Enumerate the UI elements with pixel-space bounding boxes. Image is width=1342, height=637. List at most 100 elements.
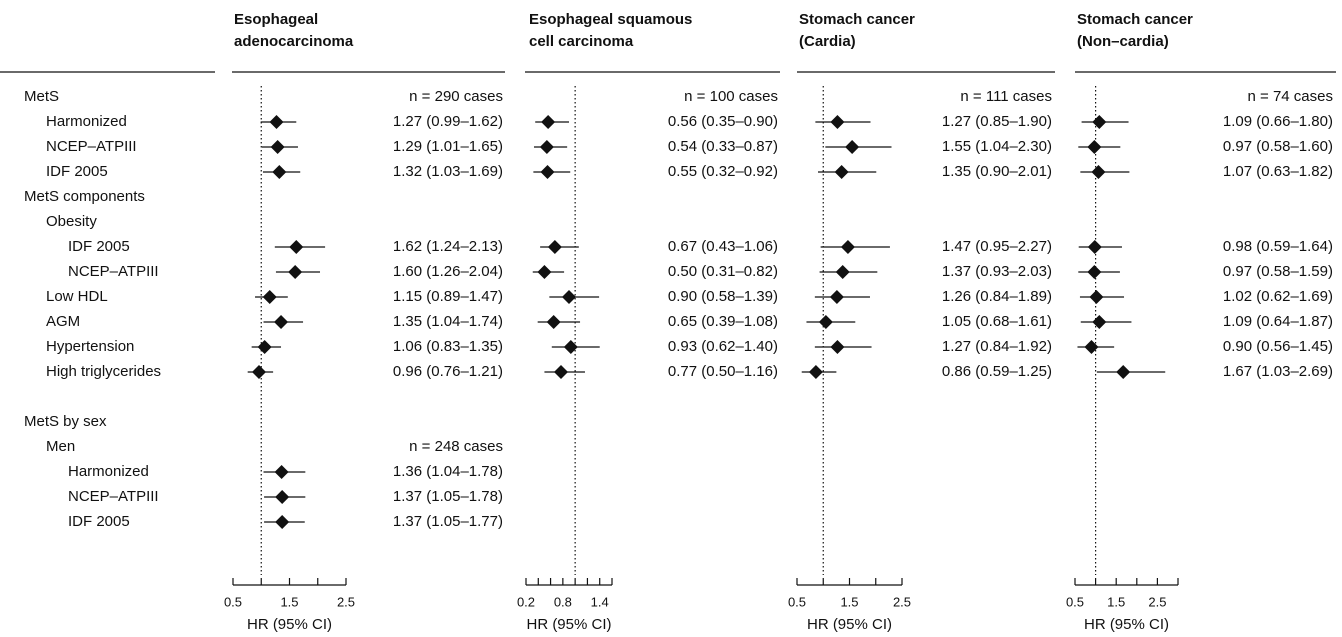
point-estimate [272,165,287,179]
point-estimate [269,115,284,129]
row-label: Harmonized [46,113,127,130]
point-estimate [288,265,303,279]
value-label: 0.90 (0.58–1.39) [668,288,778,305]
value-label: 0.77 (0.50–1.16) [668,363,778,380]
point-estimate [1092,115,1107,129]
panel-title: Esophageal squamous [529,11,692,28]
point-estimate [840,240,855,254]
value-label: 1.26 (0.84–1.89) [942,288,1052,305]
row-label: Hypertension [46,338,134,355]
value-label: 1.36 (1.04–1.78) [393,463,503,480]
value-label: 1.67 (1.03–2.69) [1223,363,1333,380]
point-estimate [830,340,845,354]
value-label: 1.60 (1.26–2.04) [393,263,503,280]
x-tick-label: 0.2 [517,594,535,609]
value-label: 0.65 (0.39–1.08) [668,313,778,330]
value-label: 0.96 (0.76–1.21) [393,363,503,380]
x-tick-label: 0.5 [1066,594,1084,609]
x-tick-label: 1.5 [280,594,298,609]
point-estimate [1087,265,1102,279]
point-estimate [540,165,555,179]
point-estimate [554,365,569,379]
point-estimate [808,365,823,379]
value-label: 0.86 (0.59–1.25) [942,363,1052,380]
value-label: 0.50 (0.31–0.82) [668,263,778,280]
value-label: 1.07 (0.63–1.82) [1223,163,1333,180]
value-label: 1.27 (0.99–1.62) [393,113,503,130]
row-label: IDF 2005 [68,238,130,255]
point-estimate [834,165,849,179]
panel-title: (Non–cardia) [1077,33,1169,50]
row-label: High triglycerides [46,363,161,380]
point-estimate [275,490,290,504]
x-axis-label: HR (95% CI) [247,616,332,633]
value-label: 1.05 (0.68–1.61) [942,313,1052,330]
case-count: n = 111 cases [960,88,1052,105]
value-label: 0.98 (0.59–1.64) [1223,238,1333,255]
point-estimate [274,465,289,479]
panel-title: Stomach cancer [1077,11,1193,28]
value-label: 0.67 (0.43–1.06) [668,238,778,255]
value-label: 0.55 (0.32–0.92) [668,163,778,180]
x-tick-label: 0.5 [224,594,242,609]
point-estimate [818,315,833,329]
point-estimate [1089,290,1104,304]
row-label: IDF 2005 [46,163,108,180]
row-label: NCEP–ATPIII [68,488,159,505]
case-count: n = 74 cases [1248,88,1333,105]
value-label: 1.02 (0.62–1.69) [1223,288,1333,305]
value-label: 1.37 (1.05–1.78) [393,488,503,505]
value-label: 0.97 (0.58–1.59) [1223,263,1333,280]
value-label: 1.62 (1.24–2.13) [393,238,503,255]
point-estimate [1084,340,1099,354]
point-estimate [1087,240,1102,254]
point-estimate [251,365,266,379]
panel-title: Esophageal [234,11,318,28]
value-label: 0.93 (0.62–1.40) [668,338,778,355]
value-label: 0.90 (0.56–1.45) [1223,338,1333,355]
case-count: n = 290 cases [409,88,503,105]
x-axis-label: HR (95% CI) [1084,616,1169,633]
value-label: 1.47 (0.95–2.27) [942,238,1052,255]
point-estimate [562,290,576,304]
row-label: MetS components [24,188,145,205]
x-axis-label: HR (95% CI) [807,616,892,633]
value-label: 1.37 (0.93–2.03) [942,263,1052,280]
point-estimate [829,290,844,304]
row-label: MetS by sex [24,413,107,430]
case-count: n = 248 cases [409,438,503,455]
point-estimate [563,340,578,354]
value-label: 0.54 (0.33–0.87) [668,138,778,155]
point-estimate [1087,140,1102,154]
x-tick-label: 1.4 [591,594,609,609]
point-estimate [539,140,554,154]
point-estimate [830,115,845,129]
value-label: 1.15 (0.89–1.47) [393,288,503,305]
point-estimate [546,315,561,329]
point-estimate [835,265,850,279]
row-label: Men [46,438,75,455]
row-label: Obesity [46,213,97,230]
point-estimate [845,140,860,154]
x-tick-label: 2.5 [1148,594,1166,609]
point-estimate [275,515,290,529]
x-tick-label: 1.5 [840,594,858,609]
point-estimate [274,315,289,329]
row-label: MetS [24,88,59,105]
row-label: IDF 2005 [68,513,130,530]
value-label: 1.29 (1.01–1.65) [393,138,503,155]
point-estimate [262,290,277,304]
value-label: 0.56 (0.35–0.90) [668,113,778,130]
value-label: 1.32 (1.03–1.69) [393,163,503,180]
value-label: 1.06 (0.83–1.35) [393,338,503,355]
panel-title: adenocarcinoma [234,33,354,50]
value-label: 1.35 (1.04–1.74) [393,313,503,330]
value-label: 1.35 (0.90–2.01) [942,163,1052,180]
point-estimate [257,340,272,354]
point-estimate [289,240,304,254]
point-estimate [1091,165,1106,179]
point-estimate [541,115,556,129]
row-label: NCEP–ATPIII [68,263,159,280]
value-label: 1.27 (0.84–1.92) [942,338,1052,355]
